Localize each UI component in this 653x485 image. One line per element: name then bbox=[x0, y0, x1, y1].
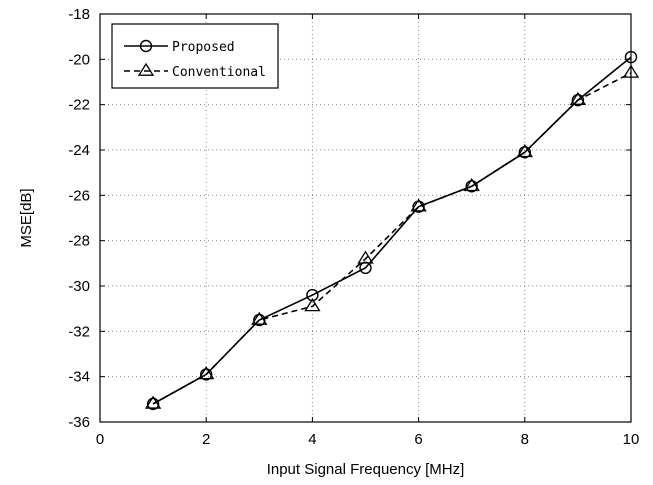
axis-ticks: 0 2 4 6 8 10 -36 -34 -32 -30 -28 -26 -24 -22 -20 -18 bbox=[68, 6, 639, 448]
x-tick-label: 6 bbox=[414, 431, 422, 448]
y-tick-label: -22 bbox=[68, 97, 90, 114]
data-point-conventional bbox=[144, 395, 162, 409]
data-point-conventional bbox=[198, 366, 215, 380]
legend-label-proposed: Proposed bbox=[172, 40, 235, 55]
y-axis-label: MSE[dB] bbox=[18, 188, 35, 247]
y-tick-label: -32 bbox=[68, 323, 90, 340]
data-point-proposed bbox=[624, 50, 638, 64]
data-point-proposed bbox=[146, 397, 160, 411]
data-point-conventional bbox=[304, 298, 321, 312]
data-point-conventional bbox=[569, 91, 587, 105]
legend-marker-conventional bbox=[137, 62, 155, 76]
data-point-proposed bbox=[199, 368, 213, 381]
data-point-conventional bbox=[463, 178, 480, 192]
y-tick-label: -26 bbox=[68, 187, 90, 204]
x-tick-label: 2 bbox=[202, 431, 210, 448]
y-tick-label: -24 bbox=[68, 142, 90, 159]
legend-label-conventional: Conventional bbox=[172, 65, 266, 80]
series-line-proposed bbox=[152, 56, 632, 405]
series-proposed bbox=[146, 50, 638, 411]
data-point-proposed bbox=[571, 93, 585, 107]
x-tick-label: 10 bbox=[623, 431, 640, 448]
data-point-conventional bbox=[516, 144, 533, 158]
data-point-conventional bbox=[622, 64, 640, 78]
series-layer bbox=[144, 50, 640, 411]
x-tick-label: 8 bbox=[521, 431, 529, 448]
data-point-proposed bbox=[465, 180, 478, 193]
data-point-proposed bbox=[412, 200, 425, 213]
legend-box bbox=[111, 23, 279, 89]
plot-frame bbox=[99, 13, 632, 423]
y-tick-label: -30 bbox=[68, 278, 90, 295]
data-point-conventional bbox=[357, 250, 374, 264]
data-point-conventional bbox=[410, 198, 427, 212]
data-point-conventional bbox=[251, 311, 268, 325]
y-tick-label: -36 bbox=[68, 414, 90, 431]
legend-marker-proposed bbox=[139, 39, 153, 53]
y-tick-label: -34 bbox=[68, 369, 90, 386]
data-point-proposed bbox=[253, 313, 266, 327]
x-tick-label: 0 bbox=[96, 431, 104, 448]
y-tick-label: -20 bbox=[68, 51, 90, 68]
y-tick-label: -18 bbox=[68, 6, 90, 23]
y-tick-label: -28 bbox=[68, 233, 90, 250]
data-point-proposed bbox=[518, 146, 531, 159]
x-tick-label: 4 bbox=[308, 431, 316, 448]
x-axis-label: Input Signal Frequency [MHz] bbox=[267, 461, 465, 478]
series-conventional bbox=[144, 64, 640, 409]
series-line-conventional bbox=[152, 72, 632, 405]
legend: Proposed Conventional bbox=[111, 23, 279, 89]
